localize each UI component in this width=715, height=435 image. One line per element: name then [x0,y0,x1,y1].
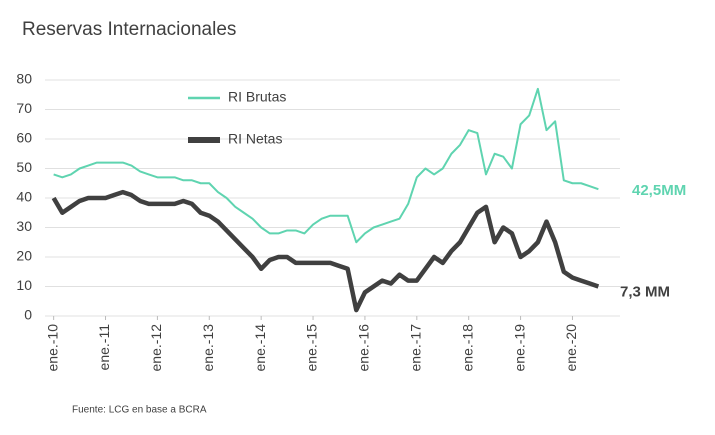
y-tick-label: 80 [16,71,32,87]
annotation: 42,5MM [632,182,686,199]
y-tick-label: 10 [16,277,32,293]
y-tick-label: 40 [16,189,32,205]
x-tick-label: ene.-11 [96,324,112,371]
y-tick-label: 70 [16,100,32,116]
legend-label: RI Netas [228,131,282,147]
y-tick-label: 20 [16,248,32,264]
x-tick-label: ene.-14 [252,324,268,372]
x-tick-label: ene.-10 [44,324,60,372]
chart-title: Reservas Internacionales [22,19,236,40]
y-tick-label: 50 [16,159,32,175]
y-tick-label: 60 [16,130,32,146]
data-line [51,189,600,313]
x-tick-label: ene.-12 [148,324,164,372]
x-tick-label: ene.-16 [356,324,372,372]
data-line [53,87,599,244]
x-tick-label: ene.-15 [304,324,320,372]
annotation: 7,3 MM [620,283,670,300]
x-tick-label: ene.-18 [459,324,475,372]
y-tick-label: 0 [24,307,32,323]
x-tick-label: ene.-17 [408,324,424,372]
legend-label: RI Brutas [228,89,286,105]
x-tick-label: ene.-13 [200,324,216,372]
x-tick-label: ene.-20 [563,324,579,372]
x-tick-label: ene.-19 [511,324,527,372]
source-note: Fuente: LCG en base a BCRA [72,405,207,416]
y-tick-label: 30 [16,218,32,234]
